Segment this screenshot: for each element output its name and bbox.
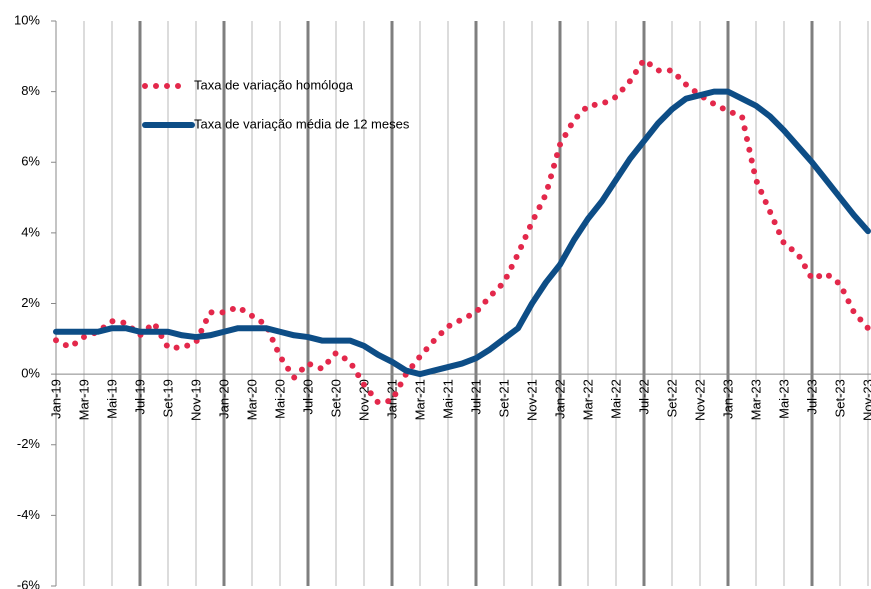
y-tick-label: -4% [17, 507, 41, 522]
x-tick-label: Mar-21 [412, 379, 427, 420]
x-tick-label: Mar-20 [244, 379, 259, 420]
y-tick-label: 6% [21, 154, 40, 169]
x-tick-label: Jul-21 [468, 379, 483, 414]
legend: Taxa de variação homóloga Taxa de variaçã… [142, 77, 410, 131]
y-tick-label: -2% [17, 436, 41, 451]
x-tick-label: Nov-20 [356, 379, 371, 421]
x-tick-label: Jul-23 [804, 379, 819, 414]
x-tick-label: Mar-23 [748, 379, 763, 420]
x-tick-label: Mai-19 [104, 379, 119, 419]
x-tick-label: Set-23 [832, 379, 847, 417]
y-tick-label: 8% [21, 83, 40, 98]
x-tick-label: Jul-20 [300, 379, 315, 414]
x-tick-label: Mar-22 [580, 379, 595, 420]
y-tick-label: 4% [21, 224, 40, 239]
x-tick-label: Jan-23 [720, 379, 735, 419]
x-tick-label: Nov-23 [860, 379, 871, 421]
x-tick-label: Jan-21 [384, 379, 399, 419]
x-tick-label: Mai-21 [440, 379, 455, 419]
x-tick-label: Set-21 [496, 379, 511, 417]
x-tick-label: Mai-22 [608, 379, 623, 419]
y-tick-label: 2% [21, 295, 40, 310]
x-tick-label: Jan-22 [552, 379, 567, 419]
x-tick-label: Mai-20 [272, 379, 287, 419]
plot [53, 56, 871, 406]
y-tick-label: -6% [17, 577, 41, 589]
x-tick-label: Jan-20 [216, 379, 231, 419]
x-tick-label: Nov-19 [188, 379, 203, 421]
x-tick-label: Set-22 [664, 379, 679, 417]
x-tick-label: Mar-19 [76, 379, 91, 420]
x-tick-label: Nov-21 [524, 379, 539, 421]
x-tick-label: Mai-23 [776, 379, 791, 419]
x-tick-label: Set-19 [160, 379, 175, 417]
series-line [53, 88, 871, 378]
x-tick-label: Jul-22 [636, 379, 651, 414]
x-tick-label: Jul-19 [132, 379, 147, 414]
legend-label: Taxa de variação média de 12 meses [194, 116, 410, 131]
series-line [53, 56, 871, 406]
x-tick-label: Set-20 [328, 379, 343, 417]
legend-label: Taxa de variação homóloga [194, 77, 354, 92]
y-tick-label: 10% [14, 12, 40, 27]
x-tick-label: Jan-19 [48, 379, 63, 419]
y-tick-label: 0% [21, 366, 40, 381]
x-tick-label: Nov-22 [692, 379, 707, 421]
